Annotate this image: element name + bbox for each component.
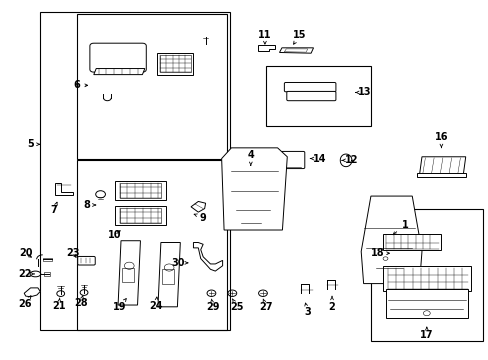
Text: 25: 25: [230, 299, 244, 312]
Bar: [370, 208, 482, 341]
Bar: [382, 234, 441, 250]
Bar: [382, 266, 469, 291]
Bar: [115, 206, 165, 225]
Text: 22: 22: [18, 269, 34, 279]
Bar: [115, 181, 165, 200]
Bar: [119, 208, 161, 223]
Bar: [77, 160, 227, 330]
Polygon shape: [361, 196, 421, 284]
Bar: [266, 66, 370, 126]
Polygon shape: [257, 45, 274, 51]
Text: 10: 10: [108, 230, 121, 240]
Bar: [42, 258, 52, 261]
Text: 21: 21: [52, 298, 65, 311]
Text: 19: 19: [113, 298, 126, 312]
Text: 27: 27: [259, 299, 273, 312]
Bar: [160, 55, 190, 72]
Text: 6: 6: [73, 80, 87, 90]
Text: 5: 5: [27, 139, 40, 149]
Text: 9: 9: [194, 212, 206, 222]
Polygon shape: [158, 243, 180, 307]
Text: 13: 13: [355, 87, 371, 98]
Text: 24: 24: [149, 297, 163, 311]
Text: 7: 7: [50, 202, 57, 215]
Polygon shape: [191, 202, 205, 212]
Text: 12: 12: [341, 156, 358, 165]
Text: 18: 18: [371, 248, 388, 258]
Text: 1: 1: [392, 220, 407, 235]
Bar: [385, 289, 467, 318]
Bar: [122, 267, 134, 282]
Text: 30: 30: [171, 258, 187, 268]
Text: 20: 20: [19, 248, 32, 258]
Polygon shape: [118, 241, 140, 305]
Text: 11: 11: [258, 30, 271, 44]
Polygon shape: [55, 183, 73, 195]
Text: 29: 29: [206, 299, 219, 312]
Polygon shape: [24, 288, 40, 297]
Bar: [157, 53, 193, 75]
Text: 14: 14: [310, 154, 326, 163]
FancyBboxPatch shape: [284, 82, 335, 92]
Text: 16: 16: [434, 132, 447, 148]
Bar: [44, 272, 50, 276]
FancyBboxPatch shape: [78, 256, 95, 265]
Text: 4: 4: [247, 150, 254, 166]
FancyBboxPatch shape: [286, 91, 335, 101]
Bar: [77, 14, 227, 158]
Text: 15: 15: [292, 30, 305, 44]
Bar: [119, 183, 161, 198]
Text: 28: 28: [74, 296, 87, 308]
FancyBboxPatch shape: [90, 43, 146, 72]
Text: 26: 26: [18, 296, 31, 309]
Text: 17: 17: [419, 327, 433, 341]
Bar: [162, 269, 174, 284]
FancyBboxPatch shape: [281, 152, 304, 168]
Polygon shape: [279, 48, 313, 53]
Text: 3: 3: [304, 303, 310, 317]
Polygon shape: [419, 157, 465, 175]
Polygon shape: [94, 68, 144, 75]
Bar: [40, 12, 229, 330]
Text: 8: 8: [83, 200, 96, 210]
Polygon shape: [284, 49, 307, 52]
Text: 2: 2: [328, 296, 335, 312]
Polygon shape: [221, 148, 287, 230]
Bar: [416, 173, 465, 177]
Polygon shape: [193, 243, 222, 271]
Text: 23: 23: [66, 248, 80, 258]
